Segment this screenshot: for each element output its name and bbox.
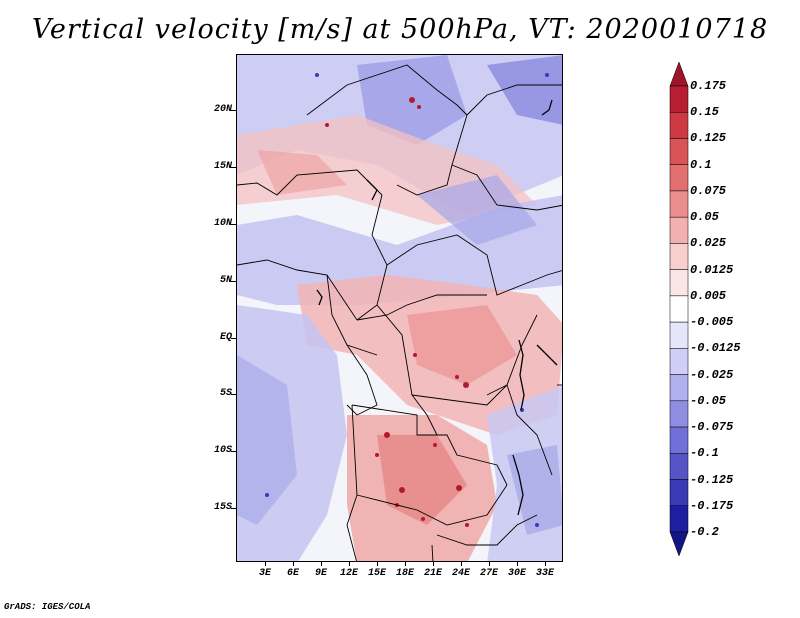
x-tick-label: 3E	[258, 568, 271, 579]
colorbar-segment	[669, 111, 689, 139]
y-tick-label: 15N	[213, 161, 232, 172]
y-tick-label: 20N	[213, 104, 232, 115]
y-tick-label: 10S	[213, 445, 232, 456]
x-tick-label: 27E	[479, 568, 498, 579]
colorbar-segment	[669, 479, 689, 507]
colorbar-segment	[669, 164, 689, 192]
colorbar-segment	[669, 505, 689, 533]
x-tick-label: 24E	[451, 568, 470, 579]
strong-cells	[325, 97, 469, 527]
x-tick-label: 21E	[423, 568, 442, 579]
x-tick-label: 12E	[339, 568, 358, 579]
y-tick-label: EQ	[219, 332, 232, 343]
colorbar-label: 0.125	[690, 131, 727, 146]
colorbar-segment	[669, 138, 689, 165]
y-tick-label: 5S	[219, 388, 232, 399]
colorbar-label: 0.05	[690, 210, 719, 225]
colorbar-segment	[669, 426, 689, 454]
colorbar-label: 0.1	[690, 157, 712, 172]
map-panel	[236, 54, 563, 562]
colorbar-segment	[669, 269, 689, 297]
colorbar-label: 0.0125	[690, 262, 734, 277]
chart-title: Vertical velocity [m/s] at 500hPa, VT: 2…	[31, 14, 769, 45]
colorbar-label: -0.075	[690, 420, 734, 435]
x-tick-label: 6E	[286, 568, 299, 579]
colorbar	[669, 61, 689, 557]
colorbar-segment	[669, 85, 689, 113]
colorbar-segment	[669, 190, 689, 218]
colorbar-label: 0.175	[690, 79, 727, 93]
x-tick-label: 18E	[395, 568, 414, 579]
colorbar-label: 0.005	[690, 288, 727, 303]
colorbar-segment	[669, 216, 689, 244]
colorbar-label: -0.175	[690, 498, 734, 513]
colorbar-label: -0.005	[690, 315, 734, 330]
weak-cells	[265, 73, 549, 527]
colorbar-segment	[669, 348, 689, 375]
colorbar-segment	[669, 531, 689, 557]
y-tick-label: 5N	[219, 275, 232, 286]
colorbar-segment	[669, 400, 689, 428]
colorbar-label: -0.1	[690, 446, 719, 461]
colorbar-label: 0.025	[690, 236, 727, 251]
x-tick-label: 9E	[314, 568, 327, 579]
colorbar-segment	[669, 374, 689, 402]
y-tick-label: 10N	[213, 218, 232, 229]
colorbar-label: -0.125	[690, 472, 734, 487]
colorbar-label: -0.025	[690, 367, 734, 382]
country-borders	[237, 64, 562, 561]
colorbar-segment	[669, 321, 689, 349]
velocity-field	[237, 55, 562, 561]
colorbar-segment	[669, 243, 689, 270]
colorbar-label: -0.05	[690, 393, 727, 408]
y-tick-label: 15S	[213, 502, 232, 513]
x-tick-label: 33E	[535, 568, 554, 579]
colorbar-label: 0.075	[690, 183, 727, 198]
colorbar-segment	[669, 453, 689, 480]
footer-credit: GrADS: IGES/COLA	[4, 602, 91, 612]
colorbar-label: -0.2	[690, 525, 719, 539]
x-tick-label: 30E	[507, 568, 526, 579]
lakes-rivers	[316, 99, 558, 516]
colorbar-segment	[669, 295, 689, 323]
colorbar-label: -0.0125	[690, 341, 741, 356]
colorbar-label: 0.15	[690, 105, 719, 120]
x-tick-label: 15E	[367, 568, 386, 579]
colorbar-segment	[669, 61, 689, 87]
